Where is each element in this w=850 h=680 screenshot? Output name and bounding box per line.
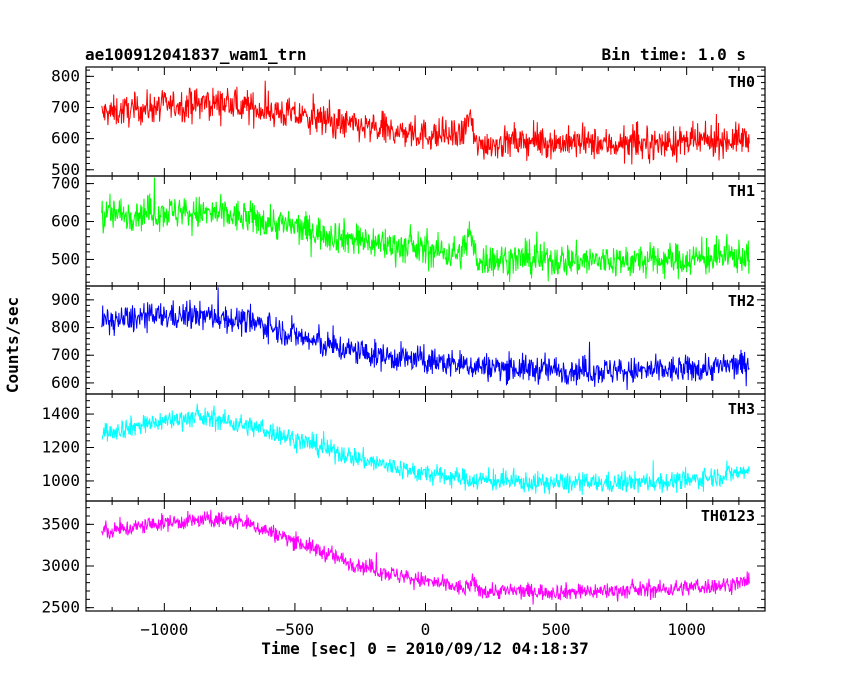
x-tick-label: 0 xyxy=(421,620,431,639)
bin-time-label: Bin time: 1.0 s xyxy=(602,45,747,64)
x-tick-label: −1000 xyxy=(140,620,188,639)
panel-th0123: 2500 3000 3500 TH0123 xyxy=(41,500,766,617)
panel-th3: 1000 1200 1400 TH3 xyxy=(41,393,766,502)
panel-label-th3: TH3 xyxy=(728,400,755,418)
panel-frame xyxy=(85,66,766,177)
y-tick-label: 500 xyxy=(51,160,80,179)
panel-label-th2: TH2 xyxy=(728,292,755,310)
panel-label-th0: TH0 xyxy=(728,73,755,91)
y-tick-label: 800 xyxy=(51,318,80,337)
y-tick-label: 600 xyxy=(51,129,80,148)
y-tick-label: 3000 xyxy=(41,556,80,575)
y-tick-label: 3500 xyxy=(41,514,80,533)
panel-th1: 500 600 700 TH1 xyxy=(51,174,766,287)
x-tick-label: 500 xyxy=(542,620,571,639)
y-tick-label: 1000 xyxy=(41,471,80,490)
y-tick-label: 1200 xyxy=(41,438,80,457)
panels-group: 500 600 700 800 TH0 500 600 700 TH1 600 700 800 900 T… xyxy=(41,66,766,617)
x-tick-label: −500 xyxy=(276,620,315,639)
y-tick-label: 500 xyxy=(51,249,80,268)
panel-th2: 600 700 800 900 TH2 xyxy=(51,285,766,395)
y-tick-label: 700 xyxy=(51,97,80,116)
y-tick-label: 900 xyxy=(51,290,80,309)
chart-title: ae100912041837_wam1_trn xyxy=(85,45,307,64)
y-tick-label: 800 xyxy=(51,66,80,85)
panel-th0: 500 600 700 800 TH0 xyxy=(51,66,766,179)
x-tick-label: 1000 xyxy=(667,620,706,639)
panel-label-th1: TH1 xyxy=(728,182,755,200)
series-line-th1 xyxy=(101,177,750,282)
x-axis-label: Time [sec] 0 = 2010/09/12 04:18:37 xyxy=(261,639,589,658)
series-line-th3 xyxy=(101,403,750,496)
y-tick-label: 700 xyxy=(51,174,80,193)
series-line-th2 xyxy=(101,287,750,391)
x-tick-labels: −1000 −500 0 500 1000 xyxy=(140,620,706,639)
y-tick-label: 2500 xyxy=(41,598,80,617)
series-line-th0123 xyxy=(101,509,750,605)
y-tick-label: 600 xyxy=(51,373,80,392)
y-axis-label: Counts/sec xyxy=(3,297,22,393)
y-tick-label: 700 xyxy=(51,345,80,364)
panel-label-th0123: TH0123 xyxy=(701,507,755,525)
y-tick-label: 1400 xyxy=(41,404,80,423)
y-tick-label: 600 xyxy=(51,212,80,231)
panel-frame xyxy=(85,285,766,395)
series-line-th0 xyxy=(101,80,750,165)
